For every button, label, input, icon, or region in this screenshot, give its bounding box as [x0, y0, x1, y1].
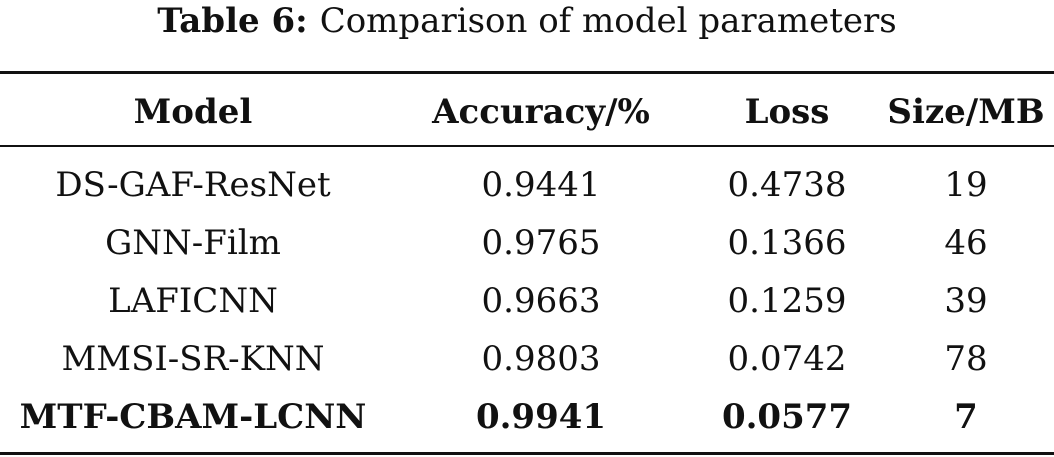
table-row: LAFICNN 0.9663 0.1259 39 — [0, 272, 1054, 330]
cell-size: 19 — [944, 165, 988, 205]
cell-model: LAFICNN — [108, 281, 278, 321]
table-row: GNN-Film 0.9765 0.1366 46 — [0, 214, 1054, 272]
header-rule — [0, 145, 1054, 147]
bottom-rule — [0, 452, 1054, 455]
header-loss: Loss — [744, 92, 830, 132]
table-header: Model Accuracy/% Loss Size/MB — [0, 80, 1054, 144]
cell-size: 39 — [944, 281, 988, 321]
cell-model: GNN-Film — [105, 223, 281, 263]
caption-label: Table 6: — [157, 1, 308, 41]
cell-accuracy: 0.9441 — [481, 165, 601, 205]
cell-size: 78 — [944, 339, 988, 379]
table-row: DS-GAF-ResNet 0.9441 0.4738 19 — [0, 156, 1054, 214]
table-row-best: MTF-CBAM-LCNN 0.9941 0.0577 7 — [0, 388, 1054, 446]
top-rule — [0, 71, 1054, 74]
cell-model: DS-GAF-ResNet — [55, 165, 331, 205]
cell-loss: 0.1259 — [727, 281, 847, 321]
cell-accuracy: 0.9765 — [481, 223, 601, 263]
cell-accuracy: 0.9663 — [481, 281, 601, 321]
cell-loss: 0.0577 — [721, 397, 853, 437]
table-row: MMSI-SR-KNN 0.9803 0.0742 78 — [0, 330, 1054, 388]
cell-size: 7 — [954, 397, 978, 437]
cell-loss: 0.4738 — [727, 165, 847, 205]
header-model: Model — [133, 92, 253, 132]
cell-loss: 0.1366 — [727, 223, 847, 263]
cell-model: MTF-CBAM-LCNN — [19, 397, 367, 437]
table-body: DS-GAF-ResNet 0.9441 0.4738 19 GNN-Film … — [0, 156, 1054, 446]
cell-accuracy: 0.9803 — [481, 339, 601, 379]
caption-text: Comparison of model parameters — [319, 1, 897, 41]
table-caption: Table 6: Comparison of model parameters — [0, 0, 1054, 42]
header-accuracy: Accuracy/% — [432, 92, 650, 132]
cell-loss: 0.0742 — [727, 339, 847, 379]
cell-model: MMSI-SR-KNN — [61, 339, 325, 379]
cell-size: 46 — [944, 223, 988, 263]
header-row: Model Accuracy/% Loss Size/MB — [0, 80, 1054, 144]
cell-accuracy: 0.9941 — [475, 397, 607, 437]
header-size: Size/MB — [887, 92, 1045, 132]
